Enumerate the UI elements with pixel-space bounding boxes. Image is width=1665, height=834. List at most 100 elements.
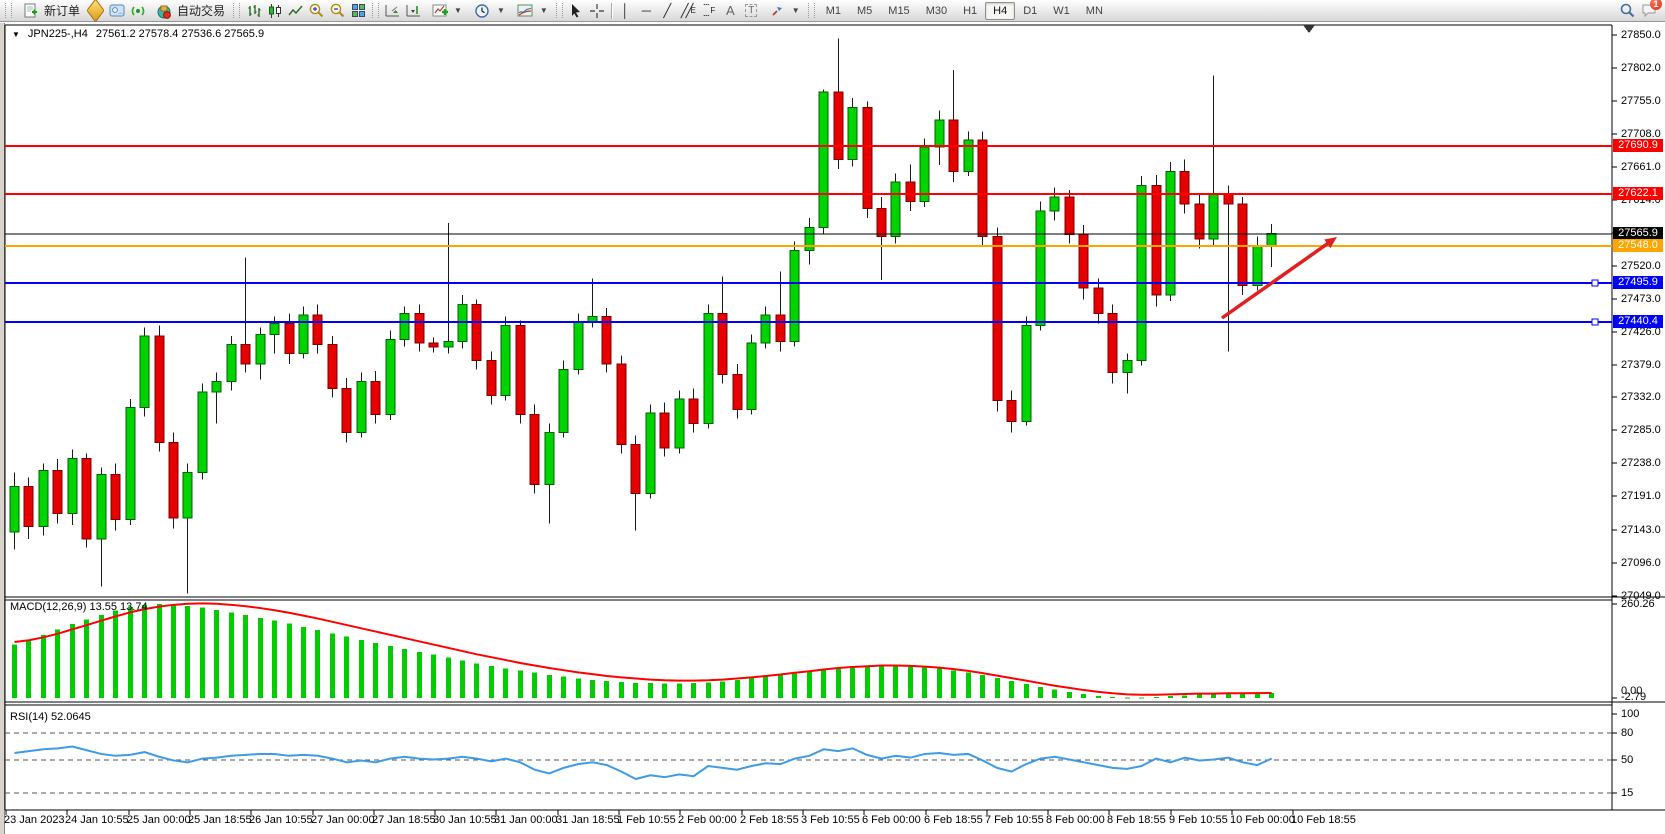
signals-icon[interactable] (129, 2, 146, 19)
macd-histogram-bar (1096, 695, 1101, 698)
trend-arrow-annotation[interactable] (1220, 240, 1332, 320)
arrows-tool-icon (769, 2, 786, 19)
candle-body (890, 181, 901, 237)
fibonacci-tool-icon[interactable]: ┄ ┄ F (703, 0, 716, 22)
price-axis-label: 27520.0 (1621, 260, 1661, 272)
candle-body (197, 391, 208, 473)
candle-body (125, 406, 136, 520)
vertical-line-tool-icon[interactable]: │ (621, 3, 630, 18)
arrows-tool-button[interactable]: ▼ (762, 1, 805, 20)
chat-notifications-icon[interactable]: 1 (1640, 0, 1662, 19)
macd-histogram-bar (865, 665, 870, 698)
price-line-badge: 27622.1 (1613, 187, 1663, 200)
collapse-triangle-icon[interactable]: ▼ (12, 29, 20, 39)
text-tool-icon[interactable]: A (725, 3, 735, 18)
price-axis-label: 27473.0 (1621, 293, 1661, 305)
zoom-out-icon[interactable] (329, 2, 346, 19)
candle-body (659, 412, 670, 449)
candle-body (1122, 359, 1133, 373)
hline-anchor-marker[interactable] (1591, 279, 1599, 287)
candle-body (399, 312, 410, 340)
horizontal-line-tool-icon[interactable]: ─ (641, 3, 651, 18)
chart-shift-icon[interactable] (405, 2, 422, 19)
candle-body (934, 119, 945, 148)
charts-window-icon[interactable] (108, 2, 125, 19)
cursor-tool-icon[interactable] (568, 2, 585, 19)
macd-histogram-bar (1125, 697, 1130, 699)
timeframe-h4-button[interactable]: H4 (985, 1, 1016, 20)
trend-arrow-head[interactable] (1324, 237, 1337, 249)
candlestick-type-icon[interactable] (266, 2, 283, 19)
candle-body (443, 340, 454, 348)
macd-histogram-bar (604, 681, 609, 698)
candle-body (168, 441, 179, 519)
timeframe-m15-button[interactable]: M15 (880, 2, 917, 20)
price-axis-label: 27096.0 (1621, 557, 1661, 569)
candle-body (139, 335, 150, 408)
auto-trading-button[interactable]: 自动交易 (148, 1, 230, 20)
time-axis-label: 8 Feb 00:00 (1046, 814, 1105, 826)
macd-histogram-bar (893, 665, 898, 698)
price-line-badge: 27440.4 (1613, 315, 1663, 328)
macd-histogram-bar (301, 626, 306, 698)
zoom-in-icon[interactable] (308, 2, 325, 19)
search-icon[interactable] (1619, 2, 1636, 19)
time-axis-label: 31 Jan 00:00 (494, 814, 558, 826)
line-chart-type-icon[interactable] (287, 2, 304, 19)
candle-body (182, 471, 193, 519)
chart-symbol-period: JPN225-,H4 (27, 28, 88, 40)
macd-histogram-bar (677, 683, 682, 698)
macd-histogram-bar (662, 683, 667, 698)
macd-histogram-bar (373, 643, 378, 698)
indicators-button[interactable]: ▼ (424, 1, 467, 20)
trendline-tool-icon[interactable]: ╱ (663, 2, 672, 18)
toolbar-grip (5, 3, 12, 18)
timeframe-d1-button[interactable]: D1 (1015, 2, 1045, 20)
candle-body (1237, 203, 1248, 286)
hline-anchor-marker[interactable] (1591, 318, 1599, 326)
macd-histogram-bar (1182, 695, 1187, 698)
macd-histogram-bar (41, 634, 46, 698)
macd-histogram-bar (460, 660, 465, 698)
candle-body (1035, 210, 1046, 326)
dropdown-caret-icon: ▼ (454, 6, 462, 15)
time-axis-label: 27 Jan 00:00 (311, 814, 375, 826)
price-axis-label: 27332.0 (1621, 391, 1661, 403)
time-axis-label: 10 Feb 00:00 (1230, 814, 1295, 826)
timeframe-mn-button[interactable]: MN (1078, 2, 1111, 20)
templates-button[interactable]: ▼ (510, 1, 553, 20)
timeframe-m30-button[interactable]: M30 (918, 2, 955, 20)
timeframe-h1-button[interactable]: H1 (955, 2, 985, 20)
candle-body (356, 380, 367, 433)
macd-histogram-bar (1255, 693, 1260, 698)
macd-histogram-bar (200, 607, 205, 698)
price-axis-label: 27191.0 (1621, 490, 1661, 502)
text-label-tool-icon[interactable]: T (743, 2, 760, 19)
macd-histogram-bar (1081, 694, 1086, 698)
timeframe-m5-button[interactable]: M5 (849, 2, 880, 20)
candle-body (1049, 196, 1060, 212)
candle-body (544, 431, 555, 485)
candle-body (1021, 324, 1032, 422)
candle-body (862, 107, 873, 209)
candle-body (240, 343, 251, 365)
tile-windows-icon[interactable] (350, 2, 367, 19)
candle-body (1165, 170, 1176, 296)
chart-title-line: ▼ JPN225-,H4 27561.2 27578.4 27536.6 275… (12, 28, 264, 40)
candle-body (789, 249, 800, 342)
candle-body (370, 380, 381, 415)
candle-body (804, 226, 815, 251)
crosshair-tool-icon[interactable] (589, 2, 606, 19)
macd-histogram-bar (821, 669, 826, 698)
auto-scroll-icon[interactable] (384, 2, 401, 19)
timeframe-w1-button[interactable]: W1 (1045, 2, 1078, 20)
periods-button[interactable]: ▼ (467, 1, 510, 20)
equidistant-channel-tool-icon[interactable]: ╱╱ E (680, 2, 696, 18)
chart-shift-marker-icon[interactable] (1303, 25, 1315, 33)
new-order-button[interactable]: 新订单 (15, 1, 85, 20)
bar-chart-type-icon[interactable] (245, 2, 262, 19)
candle-body (414, 312, 425, 344)
timeframe-m1-button[interactable]: M1 (818, 2, 849, 20)
candle-body (601, 315, 612, 365)
